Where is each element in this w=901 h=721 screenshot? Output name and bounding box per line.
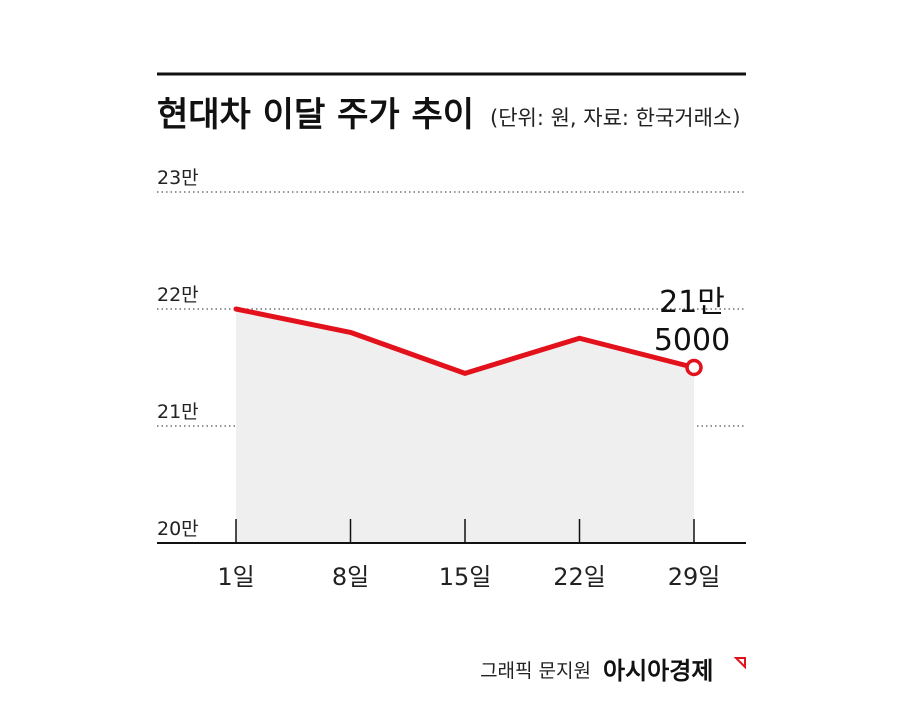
- y-tick-label: 22만: [157, 284, 199, 306]
- graphic-credit: 그래픽 문지원: [480, 660, 591, 682]
- chart-subtitle: (단위: 원, 자료: 한국거래소): [490, 106, 740, 130]
- brand-mark-icon: [733, 657, 746, 670]
- brand-logo-text: 아시아경제: [603, 657, 713, 685]
- area-fill: [236, 309, 694, 543]
- end-point-marker: [685, 358, 703, 377]
- y-tick-label: 23만: [157, 167, 199, 189]
- x-tick-marks: [235, 519, 695, 543]
- price-line: [233, 306, 697, 376]
- chart-title: 현대차 이달 주가 추이: [157, 95, 474, 135]
- end-value-label: 21만: [659, 285, 725, 320]
- x-tick-label: 1일: [217, 563, 254, 591]
- x-tick-label: 22일: [553, 563, 606, 591]
- x-tick-label: 15일: [439, 563, 492, 591]
- x-tick-label: 29일: [668, 563, 721, 591]
- y-tick-label: 20만: [157, 518, 199, 540]
- y-tick-label: 21만: [157, 401, 199, 423]
- x-tick-label: 8일: [332, 563, 369, 591]
- end-value-label: 5000: [654, 323, 730, 358]
